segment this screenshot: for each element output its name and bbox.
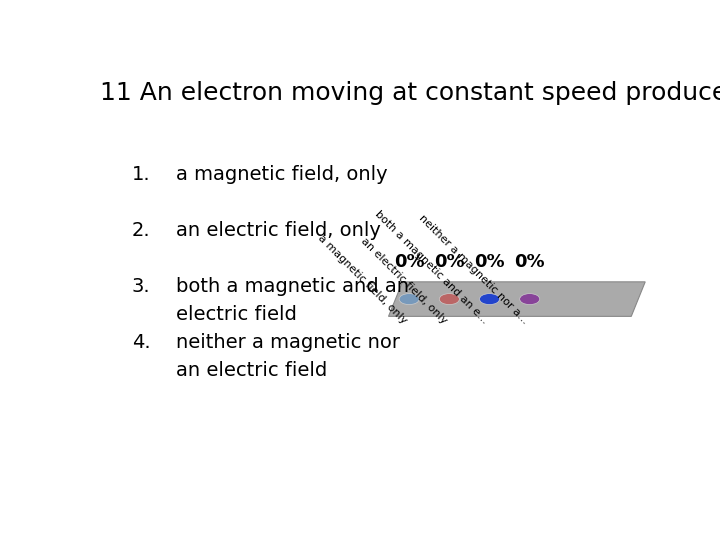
Text: a magnetic field, only: a magnetic field, only <box>176 165 388 184</box>
Ellipse shape <box>520 294 540 305</box>
Text: 0%: 0% <box>474 253 505 272</box>
Text: 11 An electron moving at constant speed produces: 11 An electron moving at constant speed … <box>100 82 720 105</box>
Text: 2.: 2. <box>132 221 150 240</box>
Text: an electric field, only: an electric field, only <box>176 221 382 240</box>
Ellipse shape <box>439 294 459 305</box>
Polygon shape <box>389 282 645 316</box>
Text: a magnetic field, only: a magnetic field, only <box>316 233 409 326</box>
Text: an electric field, only: an electric field, only <box>359 235 449 326</box>
Text: 0%: 0% <box>394 253 425 272</box>
Ellipse shape <box>480 294 500 305</box>
Text: neither a magnetic nor: neither a magnetic nor <box>176 333 400 352</box>
Text: 0%: 0% <box>514 253 545 272</box>
Text: electric field: electric field <box>176 305 297 324</box>
Text: 1.: 1. <box>132 165 150 184</box>
Text: neither a magnetic nor a...: neither a magnetic nor a... <box>417 213 530 326</box>
Text: 0%: 0% <box>434 253 464 272</box>
Text: 4.: 4. <box>132 333 150 352</box>
Text: both a magnetic and an e...: both a magnetic and an e... <box>373 209 490 326</box>
Ellipse shape <box>399 294 419 305</box>
Text: 3.: 3. <box>132 277 150 296</box>
Text: both a magnetic and an: both a magnetic and an <box>176 277 410 296</box>
Text: an electric field: an electric field <box>176 361 328 380</box>
